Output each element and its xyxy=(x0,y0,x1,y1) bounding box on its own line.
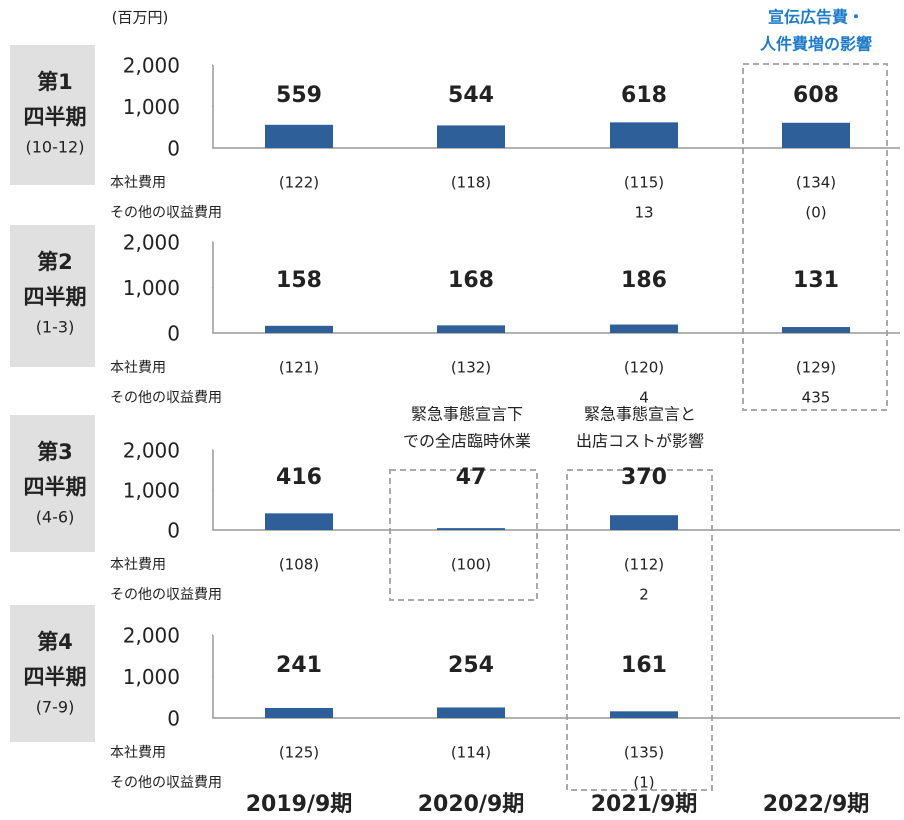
y-tick-label: 2,000 xyxy=(123,231,180,255)
bar xyxy=(437,528,505,530)
y-tick-label: 0 xyxy=(167,519,180,543)
value-label: 416 xyxy=(276,465,322,490)
row-value: (132) xyxy=(451,359,491,377)
value-label: 161 xyxy=(621,653,667,678)
callout-text: 出店コストが影響 xyxy=(576,432,704,451)
row-value: (108) xyxy=(279,556,319,574)
row-label: 本社費用 xyxy=(110,557,166,573)
callout-text: 宣伝広告費・ xyxy=(768,8,864,27)
row-label: その他の収益費用 xyxy=(110,587,222,603)
bar xyxy=(265,124,333,148)
bar xyxy=(437,325,505,333)
y-tick-label: 1,000 xyxy=(123,479,180,503)
callout-box xyxy=(742,63,888,411)
x-label: 2022/9期 xyxy=(763,792,870,817)
row-value: (121) xyxy=(279,359,319,377)
row-value: (129) xyxy=(796,359,836,377)
bar xyxy=(610,515,678,530)
bar xyxy=(610,711,678,718)
period-box xyxy=(10,225,95,367)
value-label: 131 xyxy=(793,268,839,293)
value-label: 608 xyxy=(793,83,839,108)
y-tick-label: 1,000 xyxy=(123,95,180,119)
callout-box xyxy=(389,469,538,601)
callout-text: 緊急事態宣言下 xyxy=(411,405,523,424)
bar xyxy=(265,513,333,530)
period-label: 第3 xyxy=(37,440,73,464)
row-value: (122) xyxy=(279,174,319,192)
period-label: 第2 xyxy=(37,250,73,274)
bar xyxy=(782,122,850,148)
y-tick-label: 2,000 xyxy=(123,439,180,463)
y-tick-label: 1,000 xyxy=(123,276,180,300)
bar xyxy=(437,125,505,148)
period-label: 四半期 xyxy=(24,475,87,499)
value-label: 370 xyxy=(621,465,667,490)
row-value: (115) xyxy=(624,174,664,192)
bar xyxy=(437,707,505,718)
row-value: (0) xyxy=(805,204,826,222)
row-label: その他の収益費用 xyxy=(110,775,222,791)
callout-text: 人件費増の影響 xyxy=(760,35,872,54)
bar xyxy=(782,327,850,333)
row-value: 13 xyxy=(634,204,653,222)
row-label: 本社費用 xyxy=(110,175,166,191)
row-value: (112) xyxy=(624,556,664,574)
callout-box xyxy=(566,469,713,791)
y-tick-label: 0 xyxy=(167,322,180,346)
value-label: 254 xyxy=(448,653,494,678)
row-label: その他の収益費用 xyxy=(110,390,222,406)
row-value: (1) xyxy=(633,774,654,792)
row-label: 本社費用 xyxy=(110,360,166,376)
x-label: 2021/9期 xyxy=(591,792,698,817)
value-label: 544 xyxy=(448,83,494,108)
period-box xyxy=(10,45,95,185)
callout-text: 緊急事態宣言と xyxy=(584,405,696,424)
bar xyxy=(610,324,678,333)
period-label: (4-6) xyxy=(36,508,75,527)
period-label: 四半期 xyxy=(24,665,87,689)
callout-text: での全店臨時休業 xyxy=(403,432,531,451)
y-tick-label: 2,000 xyxy=(123,624,180,648)
value-label: 241 xyxy=(276,653,322,678)
value-label: 158 xyxy=(276,268,322,293)
period-label: 四半期 xyxy=(24,285,87,309)
period-label: 第1 xyxy=(37,70,73,94)
bar xyxy=(265,325,333,333)
bar xyxy=(265,707,333,718)
value-label: 47 xyxy=(456,465,487,490)
y-tick-label: 0 xyxy=(167,707,180,731)
period-box xyxy=(10,415,95,552)
row-value: 2 xyxy=(639,586,649,604)
row-value: (100) xyxy=(451,556,491,574)
row-value: (120) xyxy=(624,359,664,377)
bar xyxy=(610,122,678,148)
period-label: (1-3) xyxy=(36,318,75,337)
y-tick-label: 0 xyxy=(167,137,180,161)
period-box xyxy=(10,605,95,742)
row-value: (114) xyxy=(451,744,491,762)
period-label: (10-12) xyxy=(26,138,85,157)
period-label: 第4 xyxy=(37,630,73,654)
row-value: (125) xyxy=(279,744,319,762)
value-label: 559 xyxy=(276,83,322,108)
y-tick-label: 1,000 xyxy=(123,665,180,689)
row-value: 435 xyxy=(802,389,831,407)
x-label: 2019/9期 xyxy=(246,792,353,817)
row-label: 本社費用 xyxy=(110,745,166,761)
value-label: 186 xyxy=(621,268,667,293)
period-label: 四半期 xyxy=(24,105,87,129)
unit-label: (百万円) xyxy=(112,9,169,27)
row-value: (134) xyxy=(796,174,836,192)
row-label: その他の収益費用 xyxy=(110,205,222,221)
x-label: 2020/9期 xyxy=(418,792,525,817)
row-value: 4 xyxy=(639,389,649,407)
value-label: 168 xyxy=(448,268,494,293)
period-label: (7-9) xyxy=(36,698,75,717)
value-label: 618 xyxy=(621,83,667,108)
y-tick-label: 2,000 xyxy=(123,54,180,78)
row-value: (135) xyxy=(624,744,664,762)
row-value: (118) xyxy=(451,174,491,192)
